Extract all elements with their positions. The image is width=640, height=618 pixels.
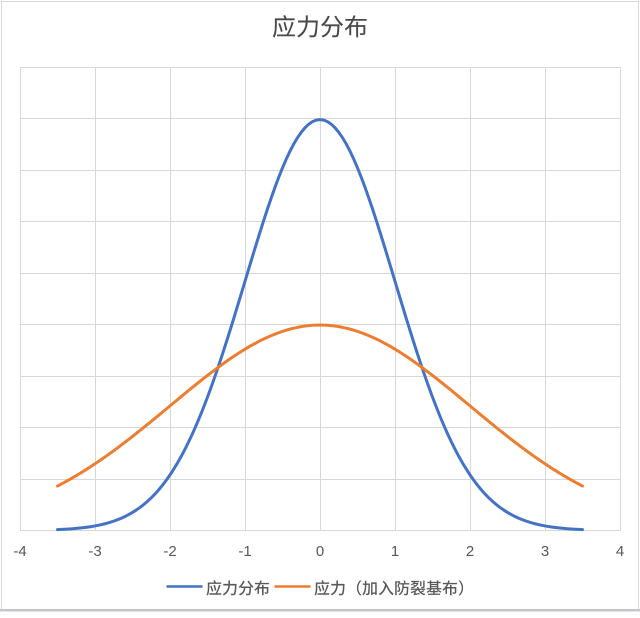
svg-text:-1: -1 <box>238 543 251 560</box>
svg-text:3: 3 <box>541 543 549 560</box>
svg-text:-4: -4 <box>13 543 26 560</box>
svg-text:4: 4 <box>616 543 624 560</box>
svg-text:2: 2 <box>466 543 474 560</box>
svg-text:0: 0 <box>316 543 324 560</box>
svg-text:-2: -2 <box>163 543 176 560</box>
svg-text:-3: -3 <box>88 543 101 560</box>
svg-text:1: 1 <box>391 543 399 560</box>
